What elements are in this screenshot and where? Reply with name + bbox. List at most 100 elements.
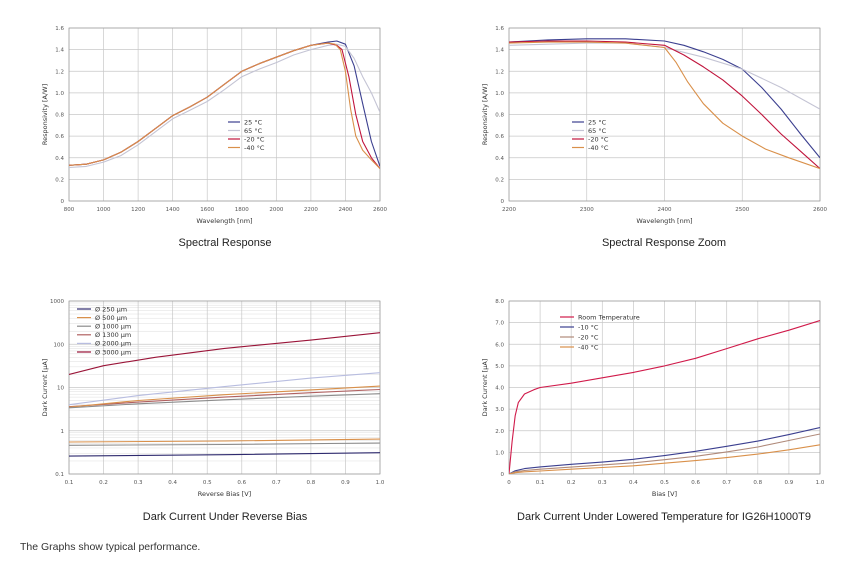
x-tick-label: 0.5 — [203, 480, 212, 486]
x-tick-label: 2400 — [338, 207, 352, 213]
y-tick-label: 1.6 — [495, 26, 504, 32]
legend-label: 25 °C — [588, 118, 607, 126]
x-tick-label: 2600 — [813, 207, 827, 213]
series-line-65-c — [69, 43, 380, 169]
x-tick-label: 2300 — [580, 207, 594, 213]
y-tick-label: 10 — [57, 386, 64, 392]
legend-label: -20 °C — [578, 333, 599, 341]
y-tick-label: 1 — [61, 429, 65, 435]
x-tick-label: 0.2 — [99, 480, 108, 486]
series-line--20-c — [509, 433, 820, 474]
footer-note: The Graphs show typical performance. — [20, 541, 201, 553]
legend-label: -40 °C — [588, 144, 609, 152]
plot-frame — [508, 300, 821, 475]
x-tick-label: 0.7 — [272, 480, 281, 486]
series-line--3000-m — [69, 332, 380, 376]
y-tick-label: 1.4 — [55, 48, 64, 54]
series-line-extra-7 — [69, 393, 380, 409]
plot-frame — [508, 27, 821, 202]
x-tick-label: 800 — [64, 207, 75, 213]
x-tick-label: 0.2 — [567, 480, 576, 486]
x-tick-label: 0.1 — [65, 480, 74, 486]
x-tick-label: 2200 — [502, 207, 516, 213]
y-tick-label: 0 — [501, 199, 505, 205]
x-axis-label: Wavelength [nm] — [636, 217, 692, 225]
chart-title: Spectral Response Zoom — [602, 237, 726, 249]
series-line-25-c — [509, 38, 820, 159]
x-tick-label: 0.6 — [691, 480, 700, 486]
legend-label: -10 °C — [578, 323, 599, 331]
x-tick-label: 0.5 — [660, 480, 669, 486]
legend-label: Room Temperature — [578, 313, 640, 321]
chart-2: 0 0.2 0.4 0.6 0.8 1.0 1.2 1.4 1.6 2200 2300 2400 250… — [481, 26, 827, 249]
x-axis-label: Reverse Bias [V] — [198, 490, 251, 498]
y-tick-label: 0.2 — [495, 177, 504, 183]
legend-label: Ø 3000 μm — [95, 348, 131, 356]
x-tick-label: 0.9 — [785, 480, 794, 486]
legend-label: Ø 1000 μm — [95, 323, 131, 331]
series-line--2000-m — [69, 372, 380, 406]
x-tick-label: 1200 — [131, 207, 145, 213]
x-tick-label: 1600 — [200, 207, 214, 213]
legend-label: Ø 250 μm — [95, 305, 127, 313]
x-tick-label: 0.3 — [598, 480, 607, 486]
legend-label: Ø 1300 μm — [95, 331, 131, 339]
y-tick-label: 0.2 — [55, 177, 64, 183]
y-tick-label: 0.4 — [495, 156, 504, 162]
series-line--40-c — [509, 444, 820, 474]
x-tick-label: 2600 — [373, 207, 387, 213]
legend-label: 65 °C — [244, 127, 263, 135]
series-line--1300-m — [69, 388, 380, 408]
y-axis-label: Responsivity [A/W] — [481, 84, 489, 145]
y-tick-label: 0.1 — [55, 472, 64, 478]
y-tick-label: 1.4 — [495, 48, 504, 54]
x-tick-label: 0.3 — [134, 480, 143, 486]
x-tick-label: 0.8 — [753, 480, 762, 486]
y-tick-label: 0.4 — [55, 156, 64, 162]
legend-label: -40 °C — [244, 144, 265, 152]
series-line--40-c — [69, 42, 380, 169]
x-tick-label: 0.8 — [307, 480, 316, 486]
x-tick-label: 1.0 — [816, 480, 825, 486]
x-tick-label: 0.7 — [722, 480, 731, 486]
x-tick-label: 1800 — [235, 207, 249, 213]
chart-title: Dark Current Under Lowered Temperature f… — [517, 511, 811, 523]
y-tick-label: 0.8 — [495, 113, 504, 119]
x-tick-label: 0.4 — [168, 480, 177, 486]
y-tick-label: 3.0 — [495, 407, 504, 413]
x-tick-label: 1400 — [166, 207, 180, 213]
y-axis-label: Responsivity [A/W] — [41, 84, 49, 145]
y-tick-label: 1.0 — [495, 450, 504, 456]
y-tick-label: 0.6 — [55, 134, 64, 140]
x-tick-label: 2200 — [304, 207, 318, 213]
legend-label: 25 °C — [244, 118, 263, 126]
x-axis-label: Wavelength [nm] — [196, 217, 252, 225]
legend-label: -40 °C — [578, 343, 599, 351]
legend-label: Ø 500 μm — [95, 314, 127, 322]
y-tick-label: 100 — [54, 342, 65, 348]
legend-label: -20 °C — [244, 135, 265, 143]
y-tick-label: 2.0 — [495, 429, 504, 435]
legend-label: 65 °C — [588, 127, 607, 135]
x-tick-label: 2400 — [658, 207, 672, 213]
chart-4: 0 1.0 2.0 3.0 4.0 5.0 6.0 7.0 8.0 0 0.1 0.2 0.3 0.4 0.… — [481, 299, 825, 523]
x-tick-label: 0.6 — [237, 480, 246, 486]
chart-title: Dark Current Under Reverse Bias — [143, 511, 308, 523]
y-axis-label: Dark Current [μA] — [41, 359, 49, 417]
x-tick-label: 2500 — [735, 207, 749, 213]
y-tick-label: 1.2 — [495, 69, 504, 75]
y-tick-label: 7.0 — [495, 321, 504, 327]
y-tick-label: 8.0 — [495, 299, 504, 305]
x-tick-label: 0.1 — [536, 480, 545, 486]
y-tick-label: 0.8 — [55, 113, 64, 119]
plot-frame — [68, 300, 381, 475]
series-line-room-temperature — [509, 319, 820, 474]
series-line--20-c — [509, 40, 820, 170]
y-tick-label: 0 — [501, 472, 505, 478]
x-tick-label: 0 — [507, 480, 511, 486]
chart-title: Spectral Response — [179, 237, 272, 249]
series-line--10-c — [509, 426, 820, 474]
y-tick-label: 1000 — [50, 299, 64, 305]
chart-3: 0.1 1 10 100 1000 0.1 0.2 0.3 0.4 0.5 0.6 0.7 0.8 0.9… — [41, 299, 385, 523]
